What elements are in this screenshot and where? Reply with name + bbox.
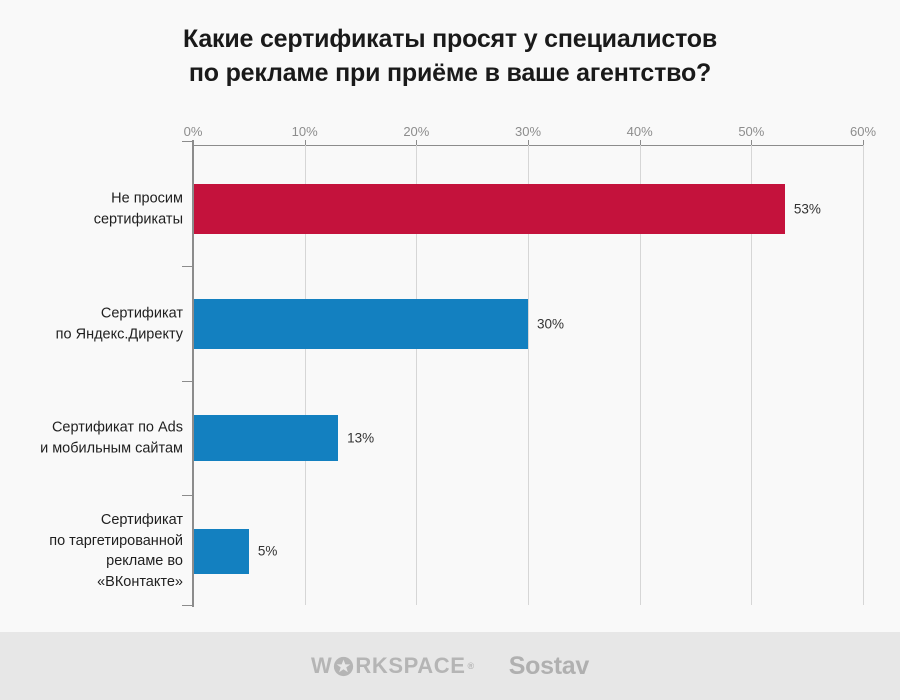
gridline <box>863 145 864 605</box>
y-axis-tick <box>182 141 193 142</box>
x-axis-tick <box>863 140 864 146</box>
category-label-line: сертификаты <box>93 211 183 227</box>
bar <box>193 415 339 461</box>
category-label: Не просим сертификаты <box>94 188 183 229</box>
chart-figure: Какие сертификаты просят у специалистов … <box>0 22 900 607</box>
gridline <box>304 145 306 605</box>
y-axis-tick <box>182 495 193 496</box>
x-axis-tick-label: 60% <box>849 124 877 139</box>
x-axis-tick-label: 40% <box>626 124 653 139</box>
footer-band <box>0 632 900 700</box>
footer-logos: W RKSPACE ® Sostav <box>0 632 900 700</box>
category-label-line: «ВКонтакте» <box>97 573 183 590</box>
chart-title: Какие сертификаты просят у специалистов … <box>0 22 900 91</box>
y-axis-tick <box>182 381 193 382</box>
star-in-circle-icon <box>333 656 354 677</box>
bar-value-label: 5% <box>257 543 278 559</box>
bar <box>193 528 249 574</box>
gridline <box>639 145 641 605</box>
category-label: Сертификат по Ads и мобильным сайтам <box>40 417 183 458</box>
bar <box>193 184 785 234</box>
gridline <box>528 145 529 605</box>
chart-title-line-1: Какие сертификаты просят у специалистов <box>182 25 718 53</box>
x-axis-tick <box>639 140 641 146</box>
bar-value-label: 13% <box>347 430 375 446</box>
x-axis-tick <box>751 140 753 146</box>
workspace-logo-text-after: RKSPACE <box>355 653 466 678</box>
x-axis-tick <box>304 140 306 146</box>
bar <box>193 299 528 349</box>
gridline <box>416 145 418 605</box>
category-label-line: Сертификат <box>100 511 183 528</box>
y-axis-tick <box>182 266 193 267</box>
category-label-line: Сертификат <box>100 305 183 322</box>
plot-area <box>193 145 864 605</box>
bar-value-label: 30% <box>537 316 565 332</box>
x-axis-tick-label: 30% <box>514 124 542 139</box>
category-label: Сертификат по Яндекс.Директу <box>56 303 183 344</box>
x-axis-tick-label: 50% <box>738 124 765 139</box>
gridline <box>751 145 753 605</box>
x-axis-tick-label: 0% <box>183 124 203 139</box>
x-axis-tick-label: 20% <box>403 124 430 139</box>
chart-title-line-2: по рекламе при приёме в ваше агентство? <box>188 59 712 88</box>
workspace-logo-trademark: ® <box>467 661 475 671</box>
x-axis-tick <box>416 140 418 146</box>
bar-value-label: 53% <box>793 201 821 217</box>
y-axis-line <box>192 140 194 607</box>
category-label: Сертификат по таргетированной рекламе во «В… <box>49 510 183 592</box>
category-label-line: Не просим <box>111 190 183 207</box>
category-label-line: Сертификат по Ads <box>51 419 183 436</box>
workspace-logo-text-before: W <box>311 653 333 678</box>
category-label-line: и мобильным сайтам <box>40 440 183 456</box>
x-axis-tick-label: 10% <box>291 124 318 139</box>
category-label-line: по Яндекс.Директу <box>55 326 183 342</box>
category-label-line: по таргетированной <box>49 532 183 549</box>
workspace-logo: W RKSPACE ® <box>311 653 475 679</box>
sostav-logo: Sostav <box>508 651 589 680</box>
category-label-line: рекламе во <box>106 553 183 569</box>
y-axis-tick <box>182 605 193 606</box>
x-axis-tick <box>528 140 529 146</box>
